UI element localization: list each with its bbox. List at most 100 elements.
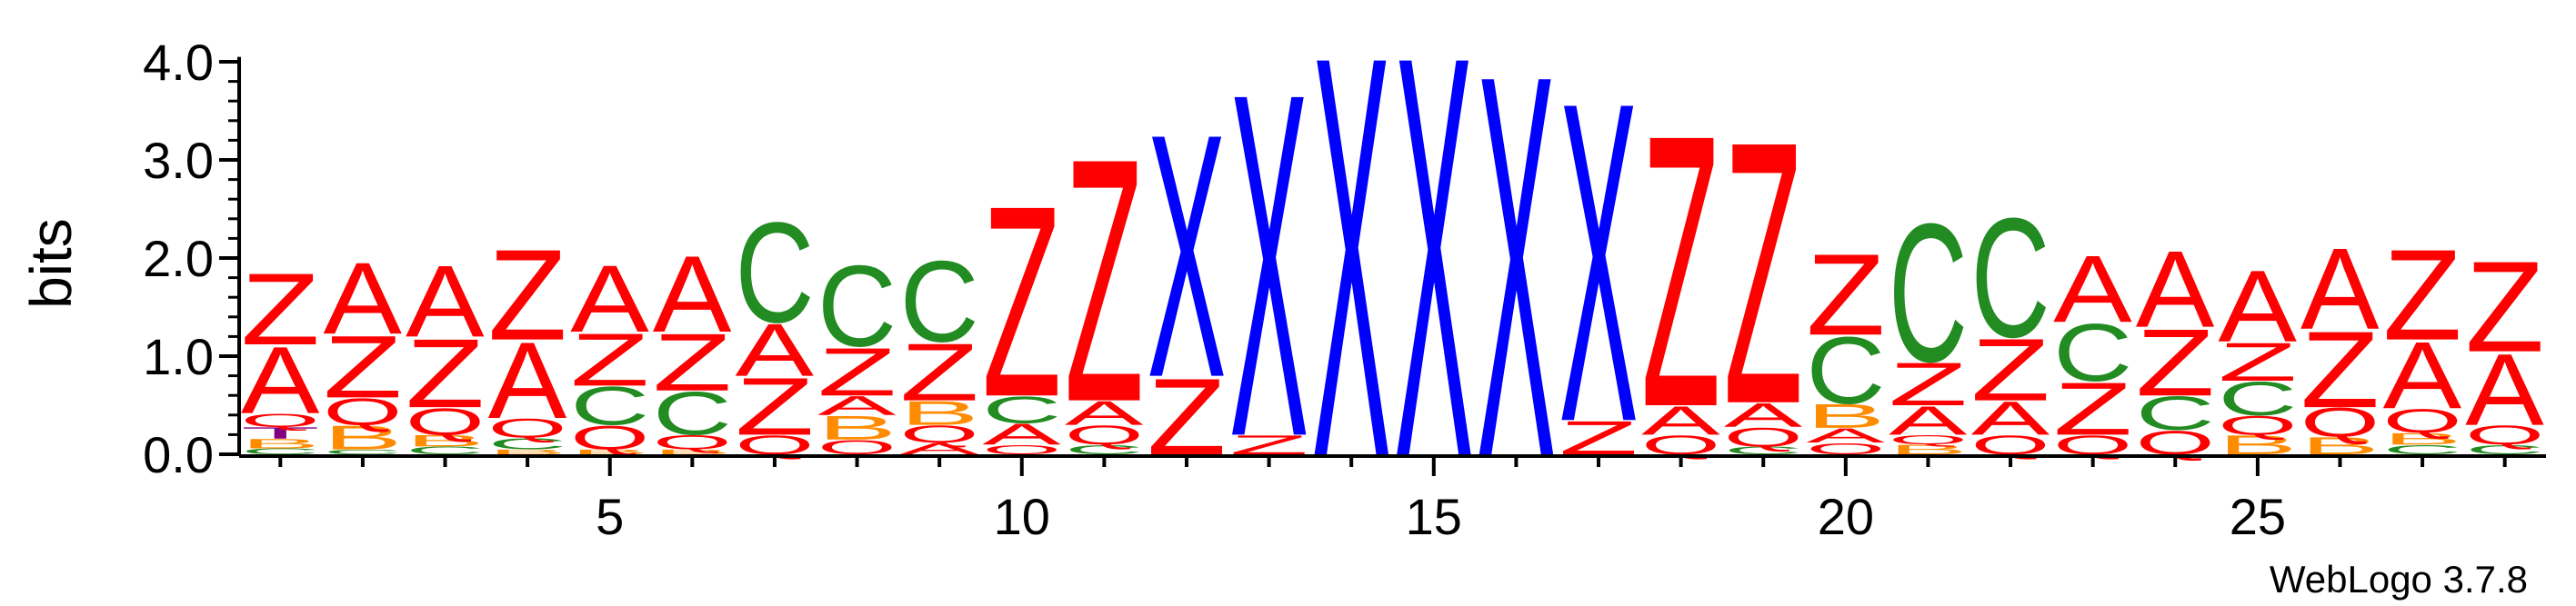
x-tick-label: 20 (1818, 488, 1874, 545)
logo-letter-c-pos-25: C (2218, 372, 2297, 425)
logo-letter-b-pos-2: B (323, 419, 402, 457)
logo-letter-a-pos-27: A (2383, 323, 2462, 429)
logo-letter-q-pos-19: Q (1724, 422, 1803, 452)
logo-letter-c-pos-4: C (488, 435, 567, 453)
logo-letter-q-pos-10: Q (982, 442, 1061, 457)
logo-letter-a-pos-3: A (406, 244, 485, 359)
logo-letter-q-pos-5: Q (570, 419, 649, 457)
logo-letter-c-pos-23: C (2053, 307, 2132, 399)
logo-letter-a-pos-23: A (2053, 236, 2132, 343)
logo-letter-b-pos-8: B (817, 409, 897, 447)
logo-letter-a-pos-18: A (1641, 398, 1720, 443)
logo-letter-b-pos-4: B (488, 448, 567, 455)
logo-letter-q-pos-4: Q (488, 413, 567, 443)
logo-letter-a-pos-9: A (900, 440, 979, 458)
logo-letter-q-pos-1: Q (241, 410, 320, 431)
logo-letter-c-pos-28: C (2465, 442, 2544, 458)
logo-letter-a-pos-1: A (241, 327, 320, 433)
logo-letter-z-pos-1: Z (241, 253, 320, 366)
y-tick-label: 0.0 (143, 426, 214, 483)
y-tick-label: 3.0 (143, 132, 214, 189)
logo-letter-c-pos-9: C (900, 238, 979, 367)
logo-letter-x-pos-16: X (1477, 0, 1556, 571)
logo-letter-a-pos-22: A (1971, 392, 2050, 445)
logo-letter-z-pos-19: Z (1724, 65, 1803, 482)
logo-letter-c-pos-10: C (982, 389, 1061, 432)
y-tick-label: 4.0 (143, 34, 214, 91)
logo-letter-c-pos-5: C (570, 376, 649, 437)
logo-letter-x-pos-17: X (1559, 7, 1639, 517)
logo-letter-x-pos-13: X (1229, 0, 1308, 540)
logo-letter-a-pos-10: A (982, 418, 1061, 452)
logo-letter-x-pos-14: X (1312, 0, 1391, 576)
logo-letter-x-pos-12: X (1147, 61, 1226, 450)
logo-letter-z-pos-22: Z (1971, 321, 2050, 420)
logo-letter-c-pos-7: C (735, 193, 814, 353)
logo-letter-z-pos-6: Z (653, 317, 732, 409)
logo-letter-t-pos-1: T (241, 423, 320, 442)
logo-letter-z-pos-5: Z (570, 318, 649, 402)
logo-letter-a-pos-6: A (653, 233, 732, 354)
logo-letter-c-pos-24: C (2136, 387, 2215, 441)
logo-letter-b-pos-20: B (1806, 397, 1885, 435)
logo-letter-c-pos-6: C (653, 380, 732, 448)
logo-letter-z-pos-24: Z (2136, 309, 2215, 416)
logo-letter-z-pos-11: Z (1065, 87, 1144, 475)
logo-letter-a-pos-24: A (2136, 229, 2215, 350)
x-tick-label: 15 (1406, 488, 1462, 545)
logo-letter-a-pos-20: A (1806, 424, 1885, 447)
logo-letter-q-pos-28: Q (2465, 420, 2544, 450)
logo-letter-a-pos-2: A (323, 241, 402, 355)
logo-letter-z-pos-27: Z (2383, 224, 2462, 368)
logo-letter-c-pos-1: C (241, 447, 320, 456)
logo-letter-q-pos-20: Q (1806, 440, 1885, 458)
logo-letter-z-pos-20: Z (1806, 230, 1885, 359)
logo-letter-b-pos-27: B (2383, 430, 2462, 448)
logo-letter-q-pos-25: Q (2218, 411, 2297, 441)
logo-letter-z-pos-25: Z (2218, 332, 2297, 392)
logo-letter-z-pos-4: Z (488, 224, 567, 368)
logo-letter-c-pos-22: C (1971, 183, 2050, 373)
x-tick-label: 5 (596, 488, 624, 545)
y-tick-label: 2.0 (143, 230, 214, 287)
logo-letter-c-pos-20: C (1806, 317, 1885, 423)
y-axis: 0.0 1.0 2.0 3.0 4.0 (143, 34, 241, 483)
logo-letter-c-pos-3: C (406, 444, 485, 456)
logo-letter-c-pos-21: C (1889, 184, 1968, 403)
logo-letter-c-pos-27: C (2383, 442, 2462, 458)
logo-letter-z-pos-9: Z (900, 327, 979, 419)
logo-letter-a-pos-8: A (817, 391, 897, 421)
logo-letter-q-pos-26: Q (2300, 400, 2380, 445)
logo-letter-a-pos-7: A (735, 309, 814, 392)
x-tick-label: 10 (994, 488, 1050, 545)
logo-letter-a-pos-28: A (2465, 333, 2544, 447)
logo-letter-q-pos-9: Q (900, 421, 979, 448)
logo-letter-z-pos-3: Z (406, 319, 485, 429)
logo-letter-z-pos-26: Z (2300, 309, 2380, 431)
logo-letter-a-pos-5: A (570, 246, 649, 353)
logo-letter-b-pos-3: B (406, 432, 485, 450)
logo-letter-b-pos-9: B (900, 394, 979, 432)
logo-letter-c-pos-11: C (1065, 442, 1144, 458)
logo-letter-z-pos-10: Z (982, 148, 1061, 453)
logo-letter-z-pos-21: Z (1889, 350, 1968, 419)
logo-letter-b-pos-5: B (570, 448, 649, 455)
logo-letter-z-pos-28: Z (2465, 235, 2544, 380)
x-tick-label: 25 (2230, 488, 2286, 545)
logo-letter-a-pos-11: A (1065, 394, 1144, 432)
logo-letter-a-pos-26: A (2300, 225, 2380, 354)
logo-letter-c-pos-19: C (1724, 444, 1803, 456)
logo-letter-b-pos-6: B (653, 448, 732, 455)
logo-letter-z-pos-18: Z (1641, 55, 1720, 489)
logo-letter-c-pos-2: C (323, 448, 402, 455)
logo-letter-b-pos-1: B (241, 436, 320, 452)
logo-letter-q-pos-27: Q (2383, 402, 2462, 441)
logo-letter-z-pos-2: Z (323, 317, 402, 416)
logo-letter-q-pos-6: Q (653, 432, 732, 454)
y-axis-label: bits (18, 218, 84, 309)
logo-letter-z-pos-7: Z (735, 362, 814, 453)
logo-letter-a-pos-19: A (1724, 396, 1803, 434)
logo-letter-a-pos-25: A (2218, 249, 2297, 363)
logo-letter-q-pos-3: Q (406, 401, 485, 443)
logo-stacks: CBTQAZCBQZACBQZABCQAZBQCZABQCZAQZACQBAZC… (241, 0, 2544, 576)
